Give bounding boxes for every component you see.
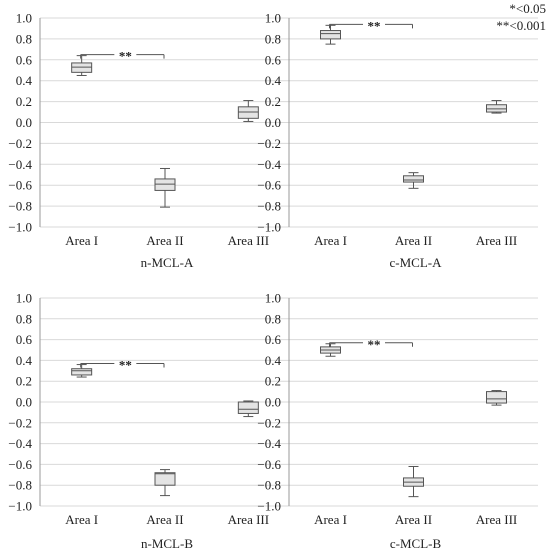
panel-c-MCL-A: 1.0 0.8 0.6 0.4 0.2 0.0 −0.2 −0.4 −0.6 −0.8 −1.0 Ar… bbox=[257, 11, 538, 270]
x-tick-label: Area III bbox=[476, 233, 518, 248]
y-tick-label: 0.8 bbox=[265, 311, 281, 326]
box-Area I bbox=[320, 24, 341, 45]
x-tick-label: Area I bbox=[314, 233, 347, 248]
x-tick-label: Area I bbox=[65, 233, 98, 248]
y-tick-label: 0.8 bbox=[16, 311, 32, 326]
y-tick-label: −0.4 bbox=[8, 436, 32, 451]
y-tick-label: −0.2 bbox=[8, 136, 32, 151]
box-Area II bbox=[403, 465, 424, 498]
significance-bracket: ** bbox=[80, 358, 165, 373]
panel-n-MCL-A: 1.00.80.60.40.20.0−0.2−0.4−0.6−0.8−1.0Ar… bbox=[8, 11, 290, 270]
y-tick-label: −0.8 bbox=[257, 478, 281, 493]
y-tick-label: −1.0 bbox=[257, 220, 281, 235]
y-tick-label: 1.0 bbox=[16, 291, 32, 306]
y-tick-label: 0.4 bbox=[16, 353, 33, 368]
x-tick-label: Area II bbox=[146, 233, 183, 248]
panel-title: n-MCL-B bbox=[141, 536, 193, 551]
x-tick-label: Area II bbox=[395, 512, 432, 527]
x-tick-label: Area III bbox=[228, 512, 270, 527]
y-tick-label: 0.2 bbox=[16, 374, 32, 389]
box-iqr bbox=[71, 62, 93, 73]
panel-n-MCL-B: 1.00.80.60.40.20.0−0.2−0.4−0.6−0.8−1.0Ar… bbox=[8, 291, 290, 551]
box-iqr bbox=[237, 106, 259, 119]
y-tick-label: 0.8 bbox=[16, 31, 32, 46]
box-Area III bbox=[237, 400, 259, 418]
box-Area III bbox=[486, 100, 507, 114]
y-tick-label: −1.0 bbox=[8, 220, 32, 235]
panel-title: n-MCL-A bbox=[141, 255, 194, 270]
y-tick-label: 1.0 bbox=[265, 291, 281, 306]
y-tick-label: 0.4 bbox=[16, 73, 33, 88]
x-tick-label: Area I bbox=[65, 512, 98, 527]
y-tick-label: 0.6 bbox=[265, 52, 282, 67]
box-iqr bbox=[154, 472, 176, 486]
significance-label: ** bbox=[119, 358, 132, 373]
y-tick-label: −0.2 bbox=[257, 136, 281, 151]
significance-bracket: ** bbox=[329, 337, 413, 352]
y-tick-label: −1.0 bbox=[257, 499, 281, 514]
y-tick-label: 0.0 bbox=[265, 395, 281, 410]
significance-label: ** bbox=[368, 18, 381, 33]
box-iqr bbox=[237, 401, 259, 414]
box-iqr bbox=[486, 391, 507, 404]
y-tick-label: −0.6 bbox=[8, 457, 32, 472]
box-Area III bbox=[486, 390, 507, 406]
y-tick-label: 0.8 bbox=[265, 31, 281, 46]
panel-c-MCL-B: 1.0 0.8 0.6 0.4 0.2 0.0 −0.2 −0.4 −0.6 −0.8 −1.0 Ar… bbox=[257, 291, 538, 551]
significance-label: ** bbox=[119, 49, 132, 64]
box-iqr bbox=[320, 30, 341, 40]
y-tick-label: −1.0 bbox=[8, 499, 32, 514]
box-Area II bbox=[403, 172, 424, 189]
panel-title: c-MCL-A bbox=[390, 255, 443, 270]
y-tick-label: −0.4 bbox=[8, 157, 32, 172]
y-tick-label: −0.2 bbox=[8, 415, 32, 430]
x-tick-label: Area II bbox=[395, 233, 432, 248]
y-tick-label: −0.6 bbox=[8, 178, 32, 193]
y-tick-label: 0.0 bbox=[16, 115, 32, 130]
y-tick-label: −0.6 bbox=[257, 178, 281, 193]
y-tick-label: 0.2 bbox=[265, 94, 281, 109]
y-tick-label: 0.2 bbox=[16, 94, 32, 109]
significance-bracket: ** bbox=[80, 49, 165, 64]
y-tick-label: 1.0 bbox=[265, 11, 281, 26]
box-iqr bbox=[154, 178, 176, 191]
panel-title: c-MCL-B bbox=[390, 536, 442, 551]
x-tick-label: Area II bbox=[146, 512, 183, 527]
box-Area I bbox=[71, 55, 93, 76]
y-tick-label: −0.2 bbox=[257, 415, 281, 430]
box-Area III bbox=[237, 100, 259, 122]
y-tick-label: 0.4 bbox=[265, 73, 282, 88]
y-tick-label: 0.0 bbox=[265, 115, 281, 130]
significance-bracket: ** bbox=[329, 18, 413, 33]
y-tick-label: 1.0 bbox=[16, 11, 32, 26]
y-tick-label: −0.4 bbox=[257, 157, 281, 172]
y-tick-label: −0.8 bbox=[257, 199, 281, 214]
y-tick-label: −0.4 bbox=[257, 436, 281, 451]
box-Area II bbox=[154, 167, 176, 208]
y-tick-label: 0.6 bbox=[265, 332, 282, 347]
y-tick-label: −0.6 bbox=[257, 457, 281, 472]
x-tick-label: Area I bbox=[314, 512, 347, 527]
x-tick-label: Area III bbox=[228, 233, 270, 248]
significance-label: ** bbox=[368, 337, 381, 352]
y-tick-label: 0.6 bbox=[16, 52, 33, 67]
box-iqr bbox=[403, 175, 424, 183]
x-tick-label: Area III bbox=[476, 512, 518, 527]
box-iqr bbox=[71, 368, 93, 376]
legend-significance-0001: **<0.001 bbox=[496, 18, 546, 33]
y-tick-label: −0.8 bbox=[8, 478, 32, 493]
box-iqr bbox=[486, 104, 507, 113]
y-tick-label: −0.8 bbox=[8, 199, 32, 214]
y-tick-label: 0.2 bbox=[265, 374, 281, 389]
box-Area I bbox=[71, 364, 93, 378]
legend-significance-005: *<0.05 bbox=[509, 1, 546, 16]
y-tick-label: 0.6 bbox=[16, 332, 33, 347]
y-tick-label: 0.0 bbox=[16, 395, 32, 410]
box-Area II bbox=[154, 469, 176, 497]
y-tick-label: 0.4 bbox=[265, 353, 282, 368]
box-Area I bbox=[320, 343, 341, 357]
